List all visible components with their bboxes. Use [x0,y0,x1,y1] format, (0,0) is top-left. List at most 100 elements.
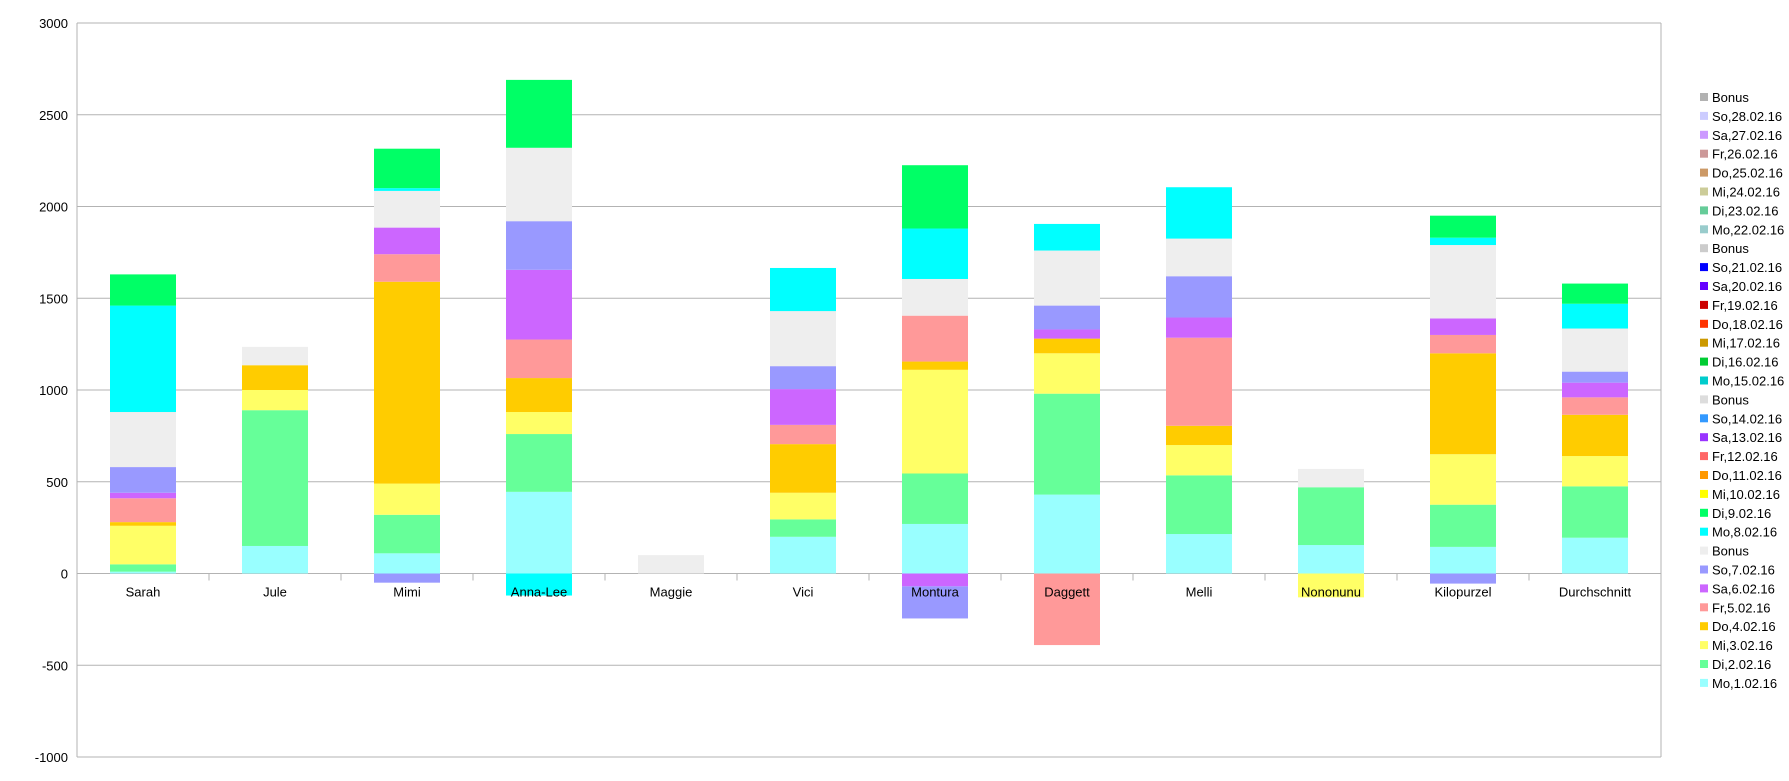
bar-segment [1562,456,1628,487]
bar-segment [1562,283,1628,304]
legend-label: Bonus [1712,392,1749,407]
legend-label: Di,16.02.16 [1712,355,1779,370]
legend-label: Mi,17.02.16 [1712,336,1780,351]
legend: Bonus So,28.02.16 Sa,27.02.16 Fr,26.02.16 Do… [1700,90,1784,691]
bar-segment [242,390,308,411]
x-tick-label: Jule [263,585,287,600]
legend-label: Fr,12.02.16 [1712,449,1778,464]
bar-segment [770,366,836,390]
y-tick-label: 0 [61,567,68,582]
legend-swatch [1700,206,1708,215]
bar-segment [770,519,836,537]
bar-segment [506,434,572,492]
bar-segment [1430,546,1496,574]
axes [76,23,1662,757]
legend-swatch [1700,376,1708,385]
legend-label: Fr,5.02.16 [1712,600,1771,615]
bar-segment [1034,353,1100,394]
bar-segment [374,188,440,191]
bar-segment [110,274,176,306]
legend-swatch [1700,660,1708,668]
bar-segment [1430,353,1496,455]
bar-segment [1430,237,1496,246]
legend-label: Di,23.02.16 [1712,203,1779,218]
bar-segment [374,190,440,228]
bar-segment [770,311,836,367]
legend-swatch [1700,244,1708,253]
legend-label: Do,25.02.16 [1712,166,1783,181]
bar-segment [242,346,308,366]
bar-segment [110,305,176,413]
legend-label: Mi,3.02.16 [1712,638,1773,653]
bar-segment [1166,475,1232,535]
y-tick-label: 2500 [39,108,68,123]
x-tick-label: Durchschnitt [1559,585,1632,600]
bar-segment [1298,487,1364,546]
bar-segment [1430,454,1496,505]
legend-label: Sa,20.02.16 [1712,279,1782,294]
legend-swatch [1700,471,1708,479]
legend-swatch [1700,678,1708,687]
legend-swatch [1700,546,1708,555]
legend-label: Mo,1.02.16 [1712,676,1777,691]
bar-segment [374,553,440,574]
x-tick-label: Nononunu [1301,585,1361,600]
legend-swatch [1700,357,1708,366]
bar-segment [1430,504,1496,547]
bar-segment [902,165,968,229]
bar-segment [374,227,440,255]
legend-label: Bonus [1712,241,1749,256]
x-tick-label: Anna-Lee [511,585,567,600]
bar-segment [506,378,572,413]
bar-segment [1166,425,1232,446]
bar-segment [1034,223,1100,251]
legend-swatch [1700,130,1708,139]
bar-segment [110,467,176,493]
legend-label: So,7.02.16 [1712,563,1775,578]
legend-swatch [1700,338,1708,347]
legend-label: So,21.02.16 [1712,260,1782,275]
legend-label: So,28.02.16 [1712,109,1782,124]
bar-segment [110,522,176,526]
bar-segment [1166,276,1232,318]
legend-label: Fr,19.02.16 [1712,298,1778,313]
bar-segment [1166,337,1232,426]
bar-segment [1166,238,1232,277]
bar-segment [638,555,704,574]
x-tick-label: Montura [911,585,959,600]
legend-label: Do,18.02.16 [1712,317,1783,332]
bar-segment [506,412,572,435]
legend-label: Bonus [1712,90,1749,105]
legend-label: Mi,10.02.16 [1712,487,1780,502]
bar-segment [902,573,968,587]
bar-segment [902,315,968,362]
legend-label: Do,4.02.16 [1712,619,1776,634]
bar-segment [110,492,176,499]
bar-segment [1034,305,1100,330]
legend-swatch [1700,149,1708,158]
y-tick-label: -500 [42,658,68,673]
bar-segment [902,228,968,279]
bar-segment [242,410,308,546]
gridlines [77,22,1661,758]
bar-segment [1166,317,1232,338]
legend-swatch [1700,300,1708,309]
bar-segment [1298,545,1364,574]
y-tick-label: 1500 [39,291,68,306]
legend-label: Mi,24.02.16 [1712,185,1780,200]
bar-segment [1562,397,1628,415]
x-tick-label: Daggett [1044,585,1090,600]
bar-segment [506,491,572,574]
legend-swatch [1700,263,1708,272]
bar-segment [1034,338,1100,354]
legend-label: Sa,27.02.16 [1712,128,1782,143]
legend-swatch [1700,225,1708,234]
bar-segment [506,221,572,270]
x-tick-label: Kilopurzel [1434,585,1491,600]
legend-label: Di,2.02.16 [1712,657,1771,672]
legend-label: Sa,6.02.16 [1712,581,1775,596]
bar-segment [110,525,176,565]
bars [110,79,1628,646]
bar-segment [770,492,836,520]
bar-segment [110,412,176,468]
